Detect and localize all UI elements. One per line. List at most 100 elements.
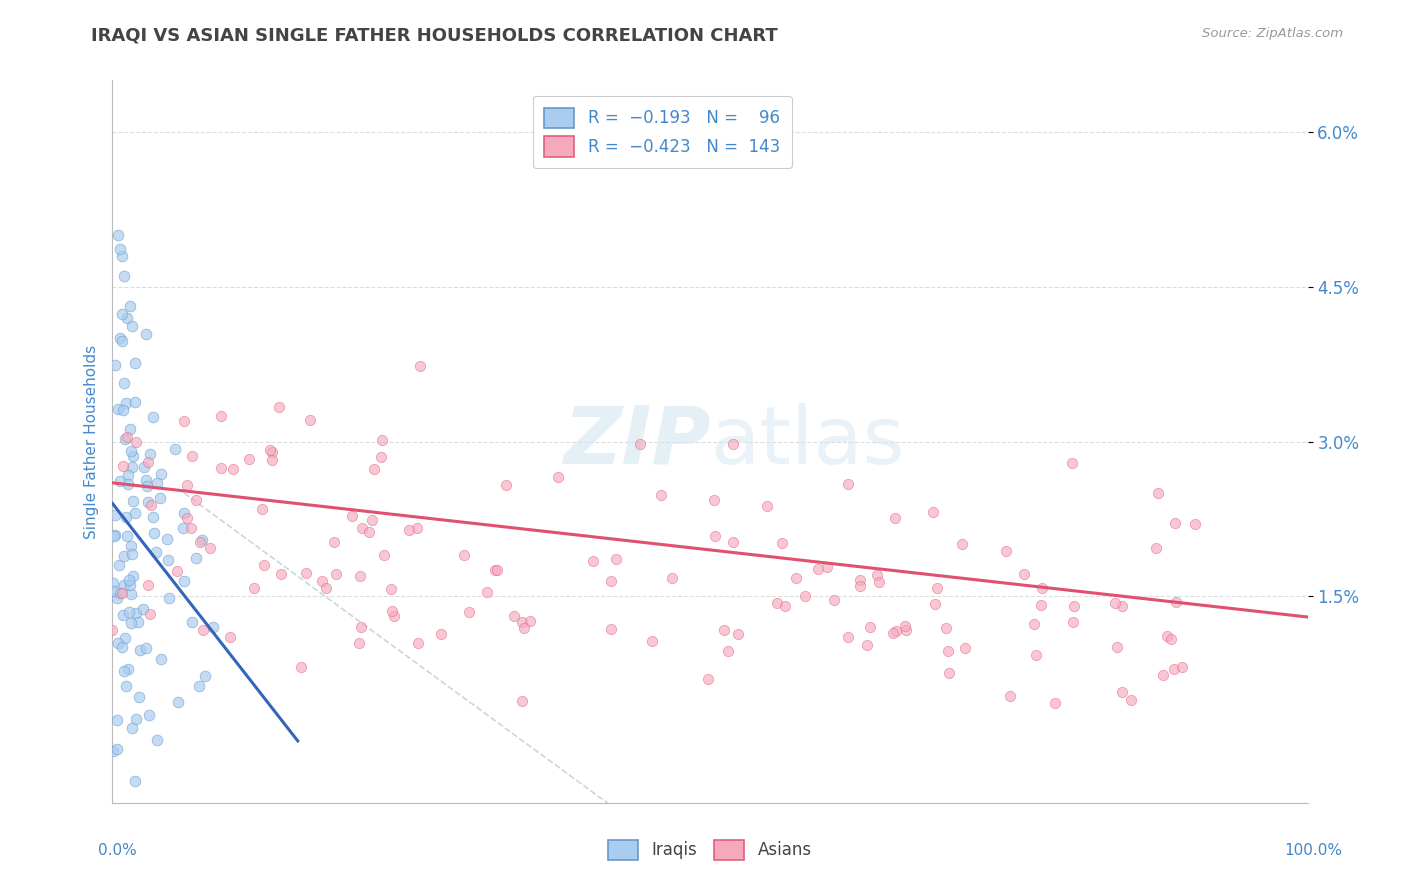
Text: 0.0%: 0.0% (98, 843, 138, 858)
Point (124, 774, 146, 789)
Point (1111, 685, 1133, 699)
Point (136, 577, 159, 591)
Point (950, 537, 973, 551)
Point (350, 521, 373, 535)
Point (1014, 567, 1036, 582)
Point (118, 574, 141, 588)
Point (191, 623, 214, 637)
Point (502, 608, 524, 623)
Point (727, 627, 749, 641)
Point (173, 507, 195, 521)
Point (519, 614, 541, 628)
Point (756, 500, 779, 514)
Point (398, 523, 420, 537)
Point (134, 460, 156, 475)
Point (107, 401, 129, 416)
Y-axis label: Single Father Households: Single Father Households (83, 344, 98, 539)
Point (105, 591, 128, 605)
Point (495, 478, 517, 492)
Point (406, 636, 429, 650)
Point (111, 249, 134, 263)
Point (922, 505, 945, 519)
Point (111, 307, 134, 321)
Point (794, 590, 817, 604)
Point (294, 566, 316, 580)
Point (721, 437, 744, 451)
Point (120, 539, 142, 553)
Point (1022, 617, 1045, 632)
Point (129, 643, 152, 657)
Point (105, 713, 128, 727)
Point (1031, 582, 1053, 596)
Point (125, 434, 148, 449)
Point (138, 708, 160, 723)
Point (349, 569, 371, 583)
Point (924, 597, 946, 611)
Point (1119, 693, 1142, 707)
Point (1111, 599, 1133, 613)
Point (149, 491, 172, 505)
Point (703, 493, 725, 508)
Point (112, 664, 135, 678)
Point (103, 584, 125, 599)
Point (136, 495, 159, 509)
Point (512, 621, 534, 635)
Point (115, 679, 138, 693)
Point (894, 618, 917, 632)
Point (600, 622, 623, 636)
Point (363, 462, 385, 476)
Point (107, 636, 129, 650)
Point (112, 549, 135, 563)
Point (191, 533, 214, 547)
Point (104, 358, 127, 372)
Point (815, 559, 838, 574)
Point (260, 445, 283, 459)
Point (311, 574, 333, 588)
Point (115, 310, 138, 325)
Point (103, 576, 125, 591)
Point (475, 585, 498, 599)
Point (122, 449, 145, 463)
Point (115, 510, 138, 524)
Point (209, 409, 232, 423)
Point (1160, 632, 1182, 646)
Point (605, 552, 627, 566)
Point (1164, 516, 1187, 530)
Point (361, 513, 384, 527)
Point (105, 742, 128, 756)
Point (1043, 696, 1066, 710)
Point (697, 672, 720, 686)
Point (1025, 648, 1047, 662)
Point (108, 242, 131, 256)
Point (868, 574, 890, 589)
Point (717, 644, 740, 658)
Point (110, 474, 132, 488)
Point (103, 528, 125, 542)
Point (837, 630, 859, 644)
Point (163, 442, 186, 456)
Point (135, 473, 157, 487)
Point (380, 582, 402, 596)
Point (785, 571, 807, 585)
Point (406, 521, 429, 535)
Point (269, 401, 291, 415)
Point (103, 529, 125, 543)
Point (166, 564, 188, 578)
Point (101, 744, 124, 758)
Point (131, 602, 153, 616)
Point (219, 630, 242, 644)
Point (381, 604, 404, 618)
Point (188, 535, 211, 549)
Point (1144, 541, 1167, 555)
Point (1152, 668, 1174, 682)
Point (849, 573, 872, 587)
Point (325, 566, 347, 581)
Text: atlas: atlas (710, 402, 904, 481)
Text: ZIP: ZIP (562, 402, 710, 481)
Point (995, 543, 1018, 558)
Point (650, 487, 672, 501)
Point (238, 451, 260, 466)
Point (253, 558, 276, 572)
Point (773, 599, 796, 613)
Point (138, 455, 160, 469)
